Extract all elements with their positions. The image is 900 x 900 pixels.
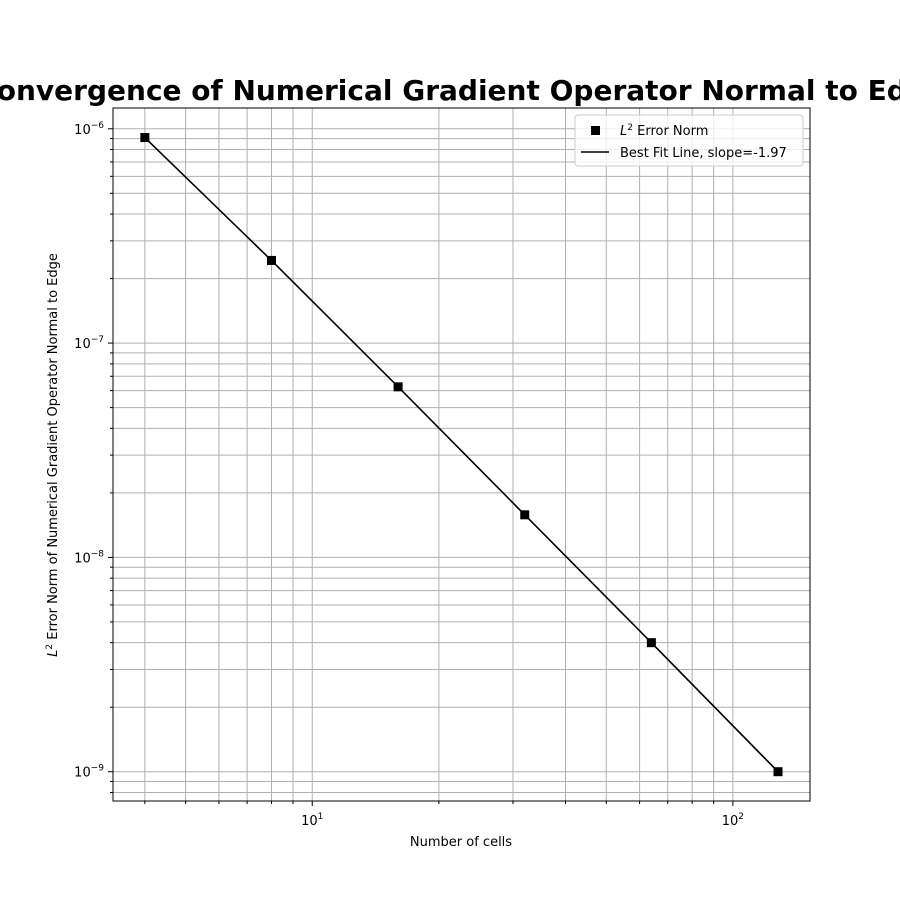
series-layer: [140, 133, 783, 777]
x-axis-label: Number of cells: [410, 835, 512, 850]
legend-label-best-fit: Best Fit Line, slope=-1.97: [620, 146, 787, 161]
y-tick-label: 10−7: [74, 335, 104, 352]
legend: L2 Error Norm Best Fit Line, slope=-1.97: [574, 114, 804, 167]
best-fit-line: [144, 136, 779, 773]
x-tick-label: 101: [301, 812, 323, 829]
error-norm-point: [266, 255, 276, 265]
x-tick-label: 102: [722, 812, 744, 829]
chart-title: Convergence of Numerical Gradient Operat…: [0, 74, 900, 107]
y-axis-label: L2 Error Norm of Numerical Gradient Oper…: [45, 253, 61, 657]
error-norm-point: [520, 510, 530, 520]
ticks-layer: 101 102 10−9 10−8 10−7 10−6: [74, 121, 744, 829]
error-norm-point: [646, 638, 656, 648]
legend-label-error-norm: L2 Error Norm: [620, 123, 708, 139]
legend-marker-square: [591, 126, 600, 135]
error-norm-point: [140, 133, 150, 143]
grid-layer: [113, 108, 810, 801]
legend-box: [574, 114, 804, 167]
error-norm-point: [393, 382, 403, 392]
y-tick-label: 10−8: [74, 549, 104, 566]
y-tick-label: 10−6: [74, 121, 104, 138]
error-norm-point: [773, 767, 783, 777]
y-tick-label: 10−9: [74, 764, 104, 781]
plot-area-frame: [112, 107, 811, 802]
